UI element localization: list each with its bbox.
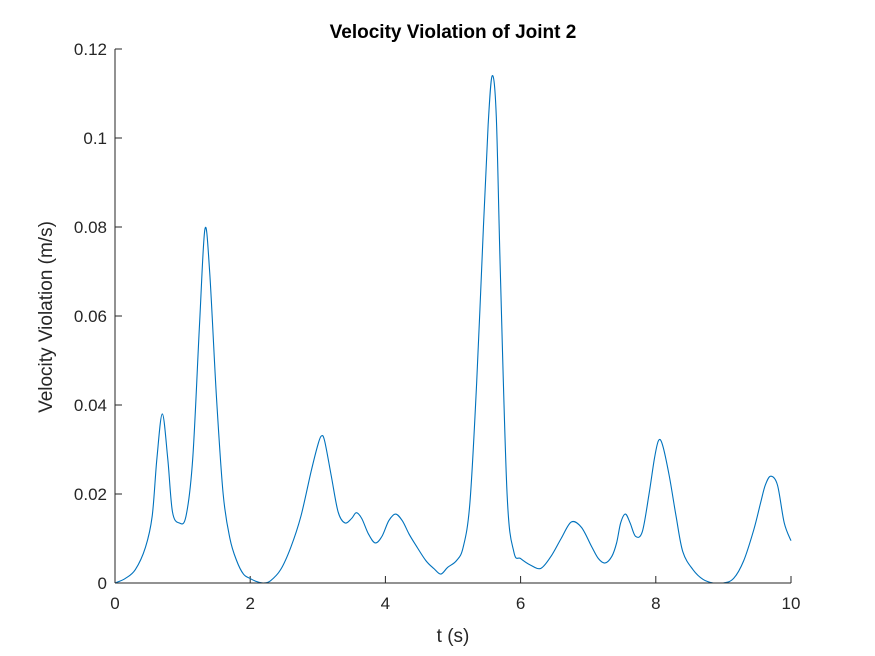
y-tick-label: 0.08 <box>74 218 107 237</box>
y-axis-ticks: 0 0.02 0.04 0.06 0.08 0.1 0.12 <box>74 40 122 593</box>
x-tick-label: 4 <box>381 594 390 613</box>
x-tick-label: 8 <box>651 594 660 613</box>
x-tick-label: 6 <box>516 594 525 613</box>
y-tick-label: 0.02 <box>74 485 107 504</box>
y-axis-label: Velocity Violation (m/s) <box>36 221 57 413</box>
x-tick-label: 2 <box>245 594 254 613</box>
x-axis-ticks: 0 2 4 6 8 10 <box>110 576 800 613</box>
x-tick-label: 10 <box>782 594 801 613</box>
chart-title: Velocity Violation of Joint 2 <box>330 22 577 43</box>
series-line <box>114 75 792 584</box>
y-tick-label: 0.12 <box>74 40 107 59</box>
y-tick-label: 0.1 <box>83 129 107 148</box>
x-axis-label: t (s) <box>437 626 470 647</box>
y-tick-label: 0.04 <box>74 396 107 415</box>
y-tick-label: 0.06 <box>74 307 107 326</box>
x-tick-label: 0 <box>110 594 119 613</box>
y-tick-label: 0 <box>98 574 107 593</box>
